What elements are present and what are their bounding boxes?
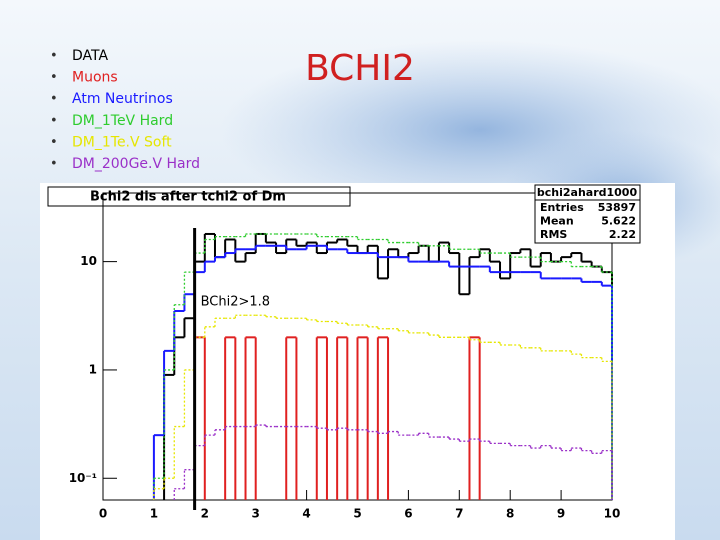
legend-entry: DM_1Te.V Soft <box>72 134 172 150</box>
legend-bullet: • <box>50 135 58 150</box>
legend: • DATA • Muons • Atm Neutrinos • DM_1TeV Hard • D… <box>50 48 200 172</box>
legend-entry: DM_200Ge.V Hard <box>72 156 200 172</box>
legend-entry: DM_1TeV Hard <box>72 113 173 129</box>
legend-bullet: • <box>50 70 58 85</box>
stats-key: Entries <box>540 201 584 214</box>
x-tick-label: 3 <box>252 507 260 521</box>
stats-name: bchi2ahard1000 <box>537 186 638 199</box>
hist-title: Bchi2 dis after tchi2 of Dm <box>90 190 286 205</box>
legend-bullet: • <box>50 92 58 107</box>
legend-entry: Atm Neutrinos <box>72 91 173 107</box>
x-tick-label: 8 <box>506 507 514 521</box>
stats-value: 2.22 <box>609 228 636 241</box>
x-tick-label: 10 <box>604 507 621 521</box>
x-tick-label: 2 <box>201 507 209 521</box>
legend-bullet: • <box>50 49 58 64</box>
slide-title: BCHI2 <box>305 48 415 89</box>
y-tick-label: 10 <box>80 254 97 268</box>
x-tick-label: 1 <box>150 507 158 521</box>
plot: 0 1 2 3 4 5 6 7 8 9 10 10⁻¹ 1 10 BChi2>1.8 <box>69 192 621 521</box>
x-tick-label: 7 <box>455 507 463 521</box>
stats-box <box>534 184 641 244</box>
stats-value: 53897 <box>598 201 636 214</box>
x-tick-label: 6 <box>404 507 412 521</box>
x-tick-label: 0 <box>99 507 107 521</box>
legend-entry: DATA <box>72 48 108 64</box>
legend-bullet: • <box>50 157 58 172</box>
x-tick-label: 4 <box>302 507 310 521</box>
y-tick-label: 1 <box>89 362 97 376</box>
stats-key: Mean <box>540 215 574 228</box>
stats-value: 5.622 <box>601 215 636 228</box>
legend-bullet: • <box>50 113 58 128</box>
y-tick-label: 10⁻¹ <box>69 471 97 485</box>
cut-label: BChi2>1.8 <box>201 295 270 310</box>
legend-entry: Muons <box>72 70 118 86</box>
stats-key: RMS <box>540 228 567 241</box>
x-tick-label: 9 <box>557 507 565 521</box>
hist-title-box <box>47 186 351 207</box>
x-tick-label: 5 <box>353 507 361 521</box>
